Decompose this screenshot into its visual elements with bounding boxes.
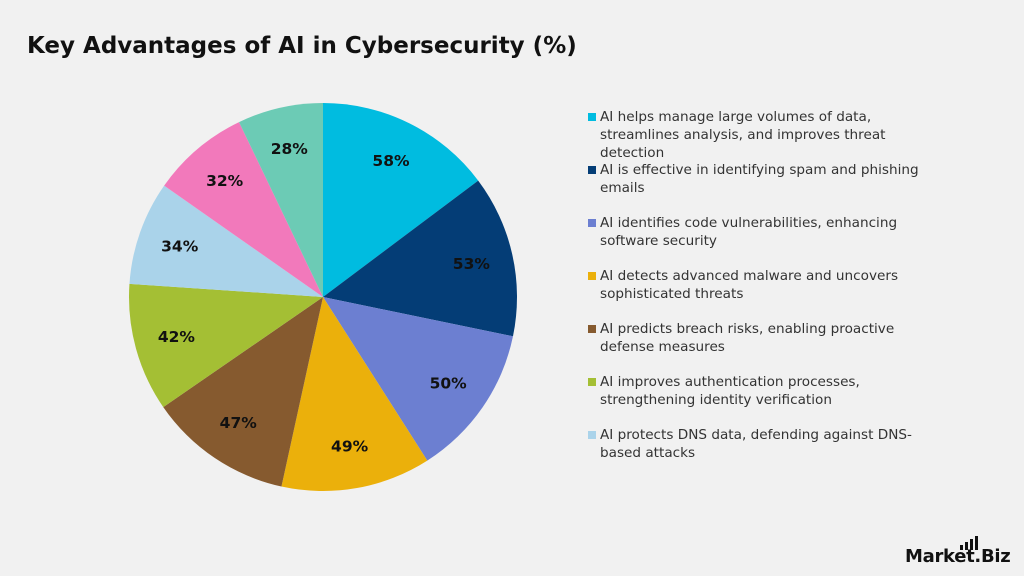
slice-data-label: 58%: [372, 152, 410, 170]
legend-swatch: [588, 325, 596, 333]
slice-data-label: 49%: [331, 438, 369, 456]
pie-slice: [281, 297, 428, 492]
legend-swatch: [588, 219, 596, 227]
legend-item: AI is effective in identifying spam and …: [588, 161, 933, 197]
brand-name: Market.Biz: [905, 546, 1011, 567]
legend-item: AI improves authentication processes, st…: [588, 373, 933, 409]
legend-swatch: [588, 272, 596, 280]
pie-slice: [239, 103, 323, 297]
slice-data-label: 53%: [453, 255, 491, 273]
slice-data-label: 28%: [271, 140, 309, 158]
pie-slice: [129, 185, 323, 297]
pie-slice: [164, 122, 323, 297]
legend-item: AI detects advanced malware and uncovers…: [588, 267, 933, 303]
chart-title: Key Advantages of AI in Cybersecurity (%…: [27, 33, 577, 59]
legend-label: AI protects DNS data, defending against …: [600, 427, 912, 461]
legend-swatch: [588, 113, 596, 121]
slice-data-label: 32%: [206, 172, 244, 190]
legend-label: AI helps manage large volumes of data, s…: [600, 109, 886, 161]
pie-slice: [323, 297, 513, 461]
legend-label: AI predicts breach risks, enabling proac…: [600, 321, 895, 355]
legend-item: AI helps manage large volumes of data, s…: [588, 108, 933, 162]
legend-swatch: [588, 166, 596, 174]
slice-data-label: 50%: [430, 374, 468, 392]
legend-swatch: [588, 431, 596, 439]
pie-slice: [128, 283, 323, 408]
legend-item: AI predicts breach risks, enabling proac…: [588, 320, 933, 356]
legend-item: AI identifies code vulnerabilities, enha…: [588, 214, 933, 250]
pie-slice: [323, 180, 517, 337]
brand-logo: Market.Biz: [905, 536, 1011, 568]
slice-data-label: 47%: [220, 414, 258, 432]
legend-label: AI is effective in identifying spam and …: [600, 162, 919, 196]
legend-label: AI detects advanced malware and uncovers…: [600, 268, 899, 302]
legend-label: AI identifies code vulnerabilities, enha…: [600, 215, 898, 249]
pie-slice: [323, 103, 479, 297]
signal-bars-icon: [960, 536, 978, 550]
legend-item: AI protects DNS data, defending against …: [588, 426, 933, 462]
pie-slice: [163, 297, 323, 487]
legend-swatch: [588, 378, 596, 386]
slice-data-label: 34%: [161, 237, 199, 255]
slice-data-label: 42%: [158, 328, 196, 346]
legend-label: AI improves authentication processes, st…: [600, 374, 860, 408]
